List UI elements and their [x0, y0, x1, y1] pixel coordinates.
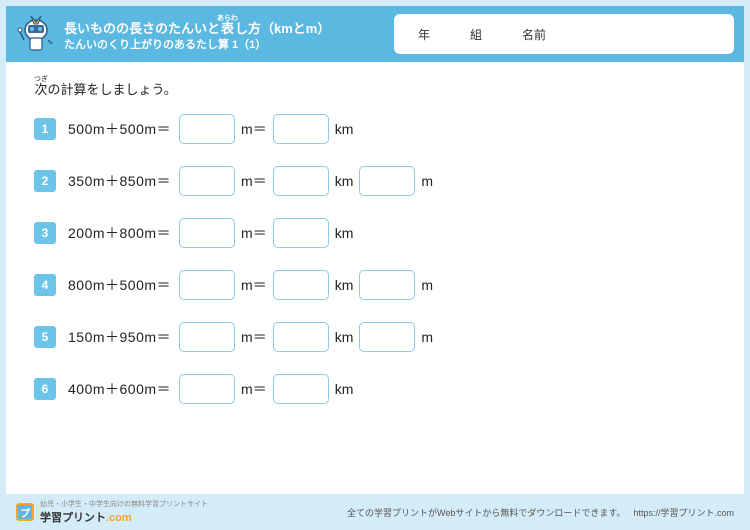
- footer-left: プ 幼児・小学生・中学生向けの無料学習プリントサイト 学習プリント.com: [16, 499, 208, 525]
- name-box[interactable]: 年 組 名前: [394, 14, 734, 54]
- unit-label: km: [335, 121, 354, 137]
- header: 長いものの長さのたんいと表あらわし方（kmとm） たんいのくり上がりのあるたし算…: [6, 6, 744, 62]
- answer-box[interactable]: [359, 322, 415, 352]
- unit-label: m＝: [241, 275, 267, 295]
- unit-label: m: [421, 173, 433, 189]
- answer-box[interactable]: [273, 166, 329, 196]
- answer-box[interactable]: [273, 114, 329, 144]
- unit-label: m＝: [241, 171, 267, 191]
- unit-label: km: [335, 173, 354, 189]
- unit-label: m＝: [241, 223, 267, 243]
- problem-row: 1 500m＋500m＝ m＝ km: [34, 114, 716, 144]
- footer-note: 全ての学習プリントがWebサイトから無料でダウンロードできます。: [347, 506, 625, 519]
- unit-label: km: [335, 381, 354, 397]
- label-name: 名前: [522, 26, 546, 43]
- unit-label: m: [421, 277, 433, 293]
- problem-row: 3 200m＋800m＝ m＝ km: [34, 218, 716, 248]
- unit-label: km: [335, 277, 354, 293]
- unit-label: m＝: [241, 119, 267, 139]
- footer-tagline: 幼児・小学生・中学生向けの無料学習プリントサイト: [40, 499, 208, 509]
- footer: プ 幼児・小学生・中学生向けの無料学習プリントサイト 学習プリント.com 全て…: [0, 494, 750, 530]
- content: 次つぎの計算をしましょう。 1 500m＋500m＝ m＝ km2 350m＋8…: [6, 62, 744, 414]
- instruction: 次つぎの計算をしましょう。: [34, 76, 716, 98]
- expression: 400m＋600m＝: [68, 379, 171, 399]
- answer-box[interactable]: [273, 270, 329, 300]
- problem-row: 6 400m＋600m＝ m＝ km: [34, 374, 716, 404]
- footer-url: https://学習プリント.com: [633, 506, 734, 519]
- answer-box[interactable]: [179, 218, 235, 248]
- problem-number: 2: [34, 170, 56, 192]
- problem-number: 5: [34, 326, 56, 348]
- answer-box[interactable]: [179, 374, 235, 404]
- answer-box[interactable]: [179, 114, 235, 144]
- unit-label: m＝: [241, 327, 267, 347]
- problem-number: 1: [34, 118, 56, 140]
- problems-list: 1 500m＋500m＝ m＝ km2 350m＋850m＝ m＝ km m3 …: [34, 114, 716, 404]
- answer-box[interactable]: [359, 270, 415, 300]
- answer-box[interactable]: [359, 166, 415, 196]
- title-block: 長いものの長さのたんいと表あらわし方（kmとm） たんいのくり上がりのあるたし算…: [64, 15, 394, 52]
- footer-right: 全ての学習プリントがWebサイトから無料でダウンロードできます。 https:/…: [347, 506, 734, 519]
- problem-number: 3: [34, 222, 56, 244]
- expression: 150m＋950m＝: [68, 327, 171, 347]
- unit-label: km: [335, 225, 354, 241]
- unit-label: km: [335, 329, 354, 345]
- answer-box[interactable]: [179, 270, 235, 300]
- problem-row: 5 150m＋950m＝ m＝ km m: [34, 322, 716, 352]
- label-class: 組: [470, 26, 482, 43]
- answer-box[interactable]: [179, 322, 235, 352]
- answer-box[interactable]: [273, 322, 329, 352]
- title-main: 長いものの長さのたんいと表あらわし方（kmとm）: [64, 15, 394, 38]
- logo-text: 学習プリント.com: [40, 512, 132, 524]
- logo-icon: プ: [16, 503, 34, 521]
- title-sub: たんいのくり上がりのあるたし算 1（1）: [64, 38, 394, 52]
- problem-row: 2 350m＋850m＝ m＝ km m: [34, 166, 716, 196]
- page-border: 長いものの長さのたんいと表あらわし方（kmとm） たんいのくり上がりのあるたし算…: [0, 0, 750, 530]
- problem-number: 4: [34, 274, 56, 296]
- mascot-icon: [16, 12, 56, 56]
- answer-box[interactable]: [179, 166, 235, 196]
- unit-label: m＝: [241, 379, 267, 399]
- expression: 500m＋500m＝: [68, 119, 171, 139]
- problem-number: 6: [34, 378, 56, 400]
- answer-box[interactable]: [273, 218, 329, 248]
- problem-row: 4 800m＋500m＝ m＝ km m: [34, 270, 716, 300]
- unit-label: m: [421, 329, 433, 345]
- expression: 800m＋500m＝: [68, 275, 171, 295]
- answer-box[interactable]: [273, 374, 329, 404]
- expression: 350m＋850m＝: [68, 171, 171, 191]
- expression: 200m＋800m＝: [68, 223, 171, 243]
- label-year: 年: [418, 26, 430, 43]
